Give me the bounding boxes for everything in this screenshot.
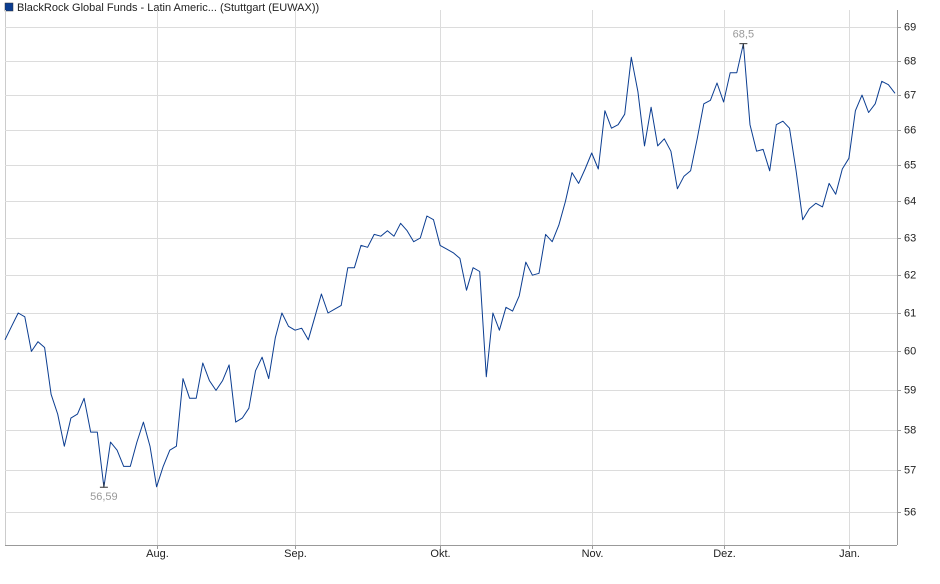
y-tick-label: 61 (904, 307, 916, 319)
y-tick-label: 68 (904, 55, 916, 67)
y-tick-label: 56 (904, 506, 916, 518)
value-label: 68,5 (733, 29, 754, 41)
legend-label: BlackRock Global Funds - Latin Americ...… (17, 2, 319, 14)
x-tick-label: Dez. (713, 548, 736, 560)
y-tick-label: 64 (904, 195, 916, 207)
y-tick-label: 66 (904, 124, 916, 136)
price-line (4, 43, 896, 488)
legend-swatch (4, 2, 14, 12)
y-tick-label: 57 (904, 464, 916, 476)
x-tick-label: Aug. (146, 548, 169, 560)
x-tick-label: Nov. (582, 548, 604, 560)
x-tick-label: Sep. (284, 548, 307, 560)
y-tick-label: 59 (904, 384, 916, 396)
y-tick-label: 58 (904, 424, 916, 436)
x-tick-label: Jan. (839, 548, 860, 560)
y-tick-label: 62 (904, 269, 916, 281)
x-tick-label: Okt. (430, 548, 450, 560)
y-tick-label: 63 (904, 232, 916, 244)
y-tick-label: 69 (904, 21, 916, 33)
y-tick-label: 67 (904, 89, 916, 101)
y-tick-label: 65 (904, 159, 916, 171)
value-label: 56,59 (90, 491, 118, 503)
y-tick-label: 60 (904, 345, 916, 357)
